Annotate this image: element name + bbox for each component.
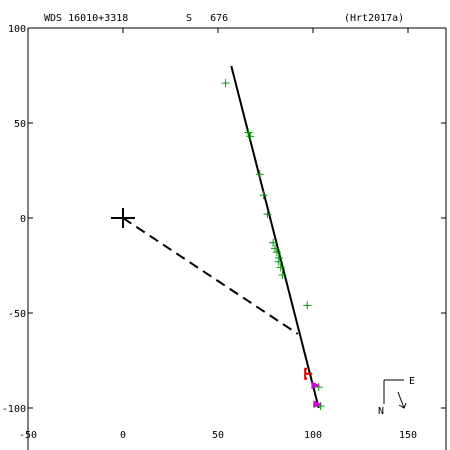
measure-point xyxy=(276,263,285,272)
axes-frame xyxy=(27,27,447,450)
y-tick-label: -100 xyxy=(2,404,26,415)
periastron-connector xyxy=(122,217,299,335)
reference-label: (Hrt2017a) xyxy=(344,13,404,24)
y-tick-label: 100 xyxy=(8,24,26,35)
measure-point xyxy=(274,257,283,266)
tick-marks xyxy=(27,27,446,409)
x-tick-label: 150 xyxy=(399,430,417,441)
measure-point xyxy=(244,128,253,137)
measure-point xyxy=(259,191,268,200)
orbit-line xyxy=(230,65,320,409)
measure-point xyxy=(316,402,325,411)
measure-point xyxy=(263,210,272,219)
y-tick-label: -50 xyxy=(8,309,26,320)
motion-direction-icon xyxy=(397,391,407,409)
measure-point xyxy=(272,248,281,257)
x-tick-label: 0 xyxy=(120,430,126,441)
compass-rose: E N xyxy=(378,376,415,417)
measure-point xyxy=(271,244,279,253)
x-tick-label: 50 xyxy=(212,430,224,441)
x-tick-label: -50 xyxy=(19,430,37,441)
recent-measure-point xyxy=(304,367,313,380)
measure-point xyxy=(246,132,255,141)
measure-point xyxy=(303,301,312,310)
y-tick-label: 0 xyxy=(20,214,26,225)
periastron-dashed-line xyxy=(122,217,299,335)
x-tick-label: 100 xyxy=(304,430,322,441)
orbit-path xyxy=(230,65,320,409)
y-tick-label: 50 xyxy=(14,119,26,130)
discoverer-label: S 676 xyxy=(186,13,228,24)
latest-measure-point xyxy=(311,381,321,389)
measure-point xyxy=(269,238,278,247)
compass-east-label: E xyxy=(409,376,415,387)
measurement-points xyxy=(221,79,325,411)
measure-point xyxy=(314,383,323,392)
measure-point xyxy=(221,79,230,88)
object-label: WDS 16010+3318 xyxy=(44,13,128,24)
measure-point xyxy=(255,170,264,179)
measure-point xyxy=(278,271,287,279)
latest-measure-point xyxy=(313,400,323,408)
tick-labels: 100 50 0 -50 -100 -50 0 50 100 150 xyxy=(2,24,417,441)
compass-north-label: N xyxy=(378,406,384,417)
